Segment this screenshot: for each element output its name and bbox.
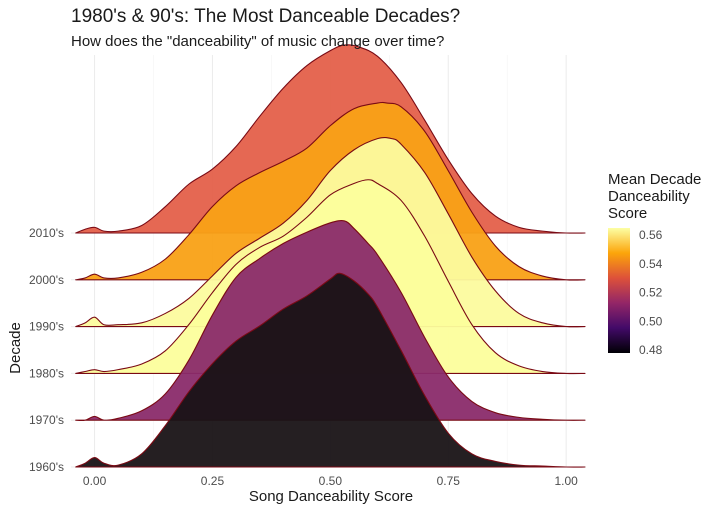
x-axis-ticks: 0.00 0.25 0.50 0.75 1.00 (83, 474, 578, 488)
legend-ticks: 0.48 0.50 0.52 0.54 0.56 (608, 228, 663, 357)
y-tick-label: 1980's (29, 366, 64, 380)
y-tick-label: 1960's (29, 460, 64, 474)
x-tick-label: 1.00 (554, 474, 578, 488)
ridge-1960s (75, 272, 586, 468)
y-tick-label: 2000's (29, 273, 64, 287)
x-axis-title: Song Danceability Score (249, 488, 413, 505)
legend-colorbar (608, 228, 630, 353)
y-tick-label: 1970's (29, 413, 64, 427)
x-tick-label: 0.50 (319, 474, 343, 488)
y-axis-ticks: 1960's 1970's 1980's 1990's 2000's 2010's (29, 226, 64, 474)
y-tick-label: 1990's (29, 320, 64, 334)
legend-tick-label: 0.50 (639, 314, 663, 328)
x-tick-label: 0.25 (201, 474, 225, 488)
y-tick-label: 2010's (29, 226, 64, 240)
x-tick-label: 0.00 (83, 474, 107, 488)
x-tick-label: 0.75 (437, 474, 461, 488)
legend-tick-label: 0.48 (639, 343, 663, 357)
density-ridges (75, 44, 586, 468)
legend-title: Mean Decade Danceability Score (608, 171, 702, 222)
chart-subtitle: How does the "danceability" of music cha… (71, 33, 445, 50)
legend-tick-label: 0.56 (639, 228, 663, 242)
chart-title: 1980's & 90's: The Most Danceable Decade… (71, 6, 461, 27)
legend-tick-label: 0.54 (639, 257, 663, 271)
y-axis-title: Decade (7, 322, 24, 374)
legend-tick-label: 0.52 (639, 286, 663, 300)
